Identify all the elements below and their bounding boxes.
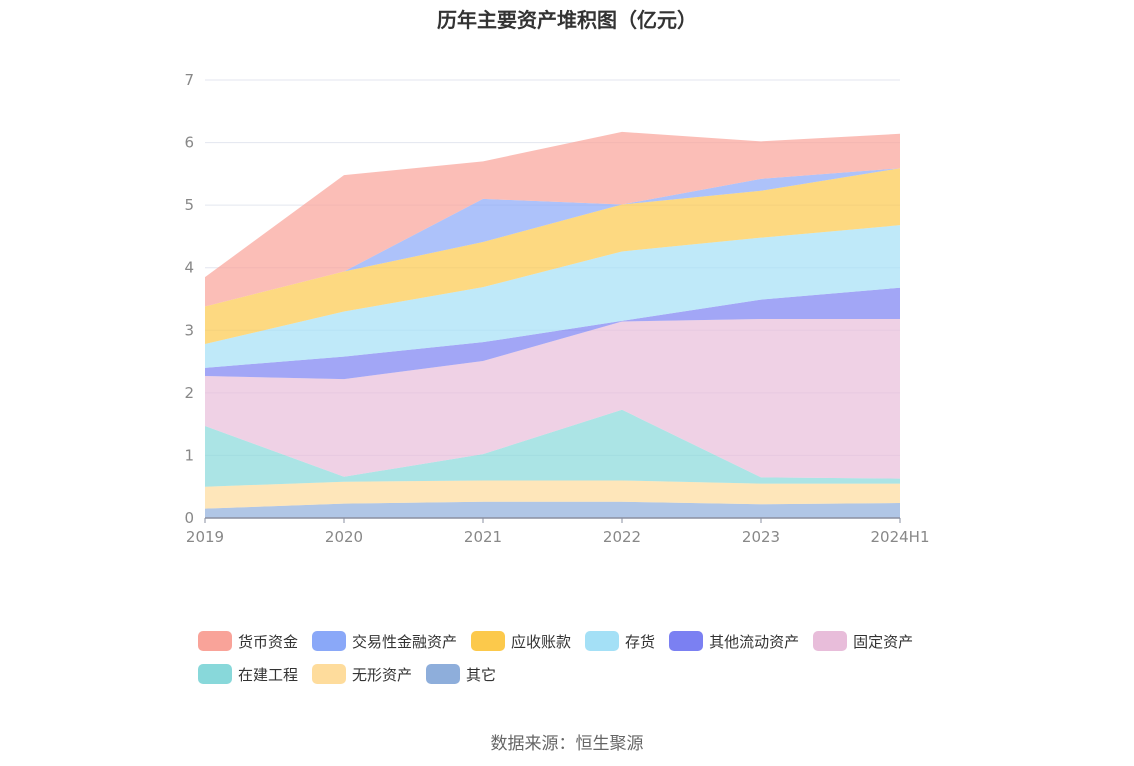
legend-swatch (471, 631, 506, 651)
x-tick-label: 2021 (464, 528, 502, 546)
legend-swatch (312, 631, 347, 651)
y-tick-label: 2 (184, 384, 194, 402)
legend-item[interactable]: 其他流动资产 (669, 630, 799, 652)
chart-title: 历年主要资产堆积图（亿元） (437, 8, 697, 32)
legend-label: 固定资产 (853, 632, 914, 651)
legend-label: 无形资产 (352, 665, 413, 684)
legend-swatch (198, 664, 232, 684)
area-series-1[interactable] (205, 480, 900, 509)
x-tick-label: 2020 (325, 528, 363, 546)
legend-item[interactable]: 在建工程 (198, 663, 298, 685)
legend-item[interactable]: 货币资金 (198, 630, 298, 652)
y-tick-label: 3 (184, 321, 194, 339)
area-series-6[interactable] (205, 168, 900, 345)
x-tick-label: 2023 (742, 528, 780, 546)
y-tick-label: 0 (184, 509, 194, 527)
y-tick-label: 5 (184, 196, 194, 214)
area-series-0[interactable] (205, 501, 900, 518)
area-series (205, 131, 900, 518)
legend-swatch (813, 631, 848, 651)
y-tick-label: 7 (184, 71, 194, 89)
area-series-4[interactable] (205, 287, 900, 380)
legend-label: 其他流动资产 (709, 632, 800, 651)
legend: 货币资金 交易性金融资产 应收账款 存货 其他流动资产 固定资产在建工程 无形资产 其它 (198, 630, 958, 685)
y-tick-label: 6 (184, 134, 194, 152)
legend-label: 在建工程 (238, 665, 299, 684)
legend-item[interactable]: 应收账款 (471, 630, 571, 652)
legend-swatch (585, 631, 620, 651)
area-series-5[interactable] (205, 225, 900, 368)
legend-swatch (312, 664, 347, 684)
x-tick-label: 2022 (603, 528, 641, 546)
y-tick-label: 1 (184, 446, 194, 464)
legend-item[interactable]: 交易性金融资产 (312, 630, 457, 652)
legend-swatch (198, 631, 232, 651)
legend-label: 存货 (625, 632, 656, 651)
x-tick-label: 2019 (186, 528, 224, 546)
axes: 0 1 2 3 4 5 6 7 2019 2020 2021 2022 2023 2024H1 (184, 71, 929, 546)
legend-swatch (669, 631, 704, 651)
stacked-area-chart: 0 1 2 3 4 5 6 7 2019 2020 2021 2022 2023 2024H1 (184, 71, 929, 546)
legend-item[interactable]: 固定资产 (813, 630, 913, 652)
legend-item[interactable]: 其它 (426, 663, 496, 685)
area-series-8[interactable] (205, 131, 900, 307)
x-tick-label: 2024H1 (871, 528, 930, 546)
legend-item[interactable]: 存货 (585, 630, 655, 652)
data-source: 数据来源：恒生聚源 (490, 734, 644, 754)
y-tick-label: 4 (184, 259, 194, 277)
legend-item[interactable]: 无形资产 (312, 663, 412, 685)
area-series-2[interactable] (205, 409, 900, 487)
legend-swatch (426, 664, 461, 684)
legend-label: 交易性金融资产 (352, 632, 458, 651)
area-series-3[interactable] (205, 319, 900, 479)
legend-label: 其它 (466, 665, 497, 684)
legend-label: 应收账款 (511, 632, 572, 651)
legend-label: 货币资金 (238, 632, 299, 651)
